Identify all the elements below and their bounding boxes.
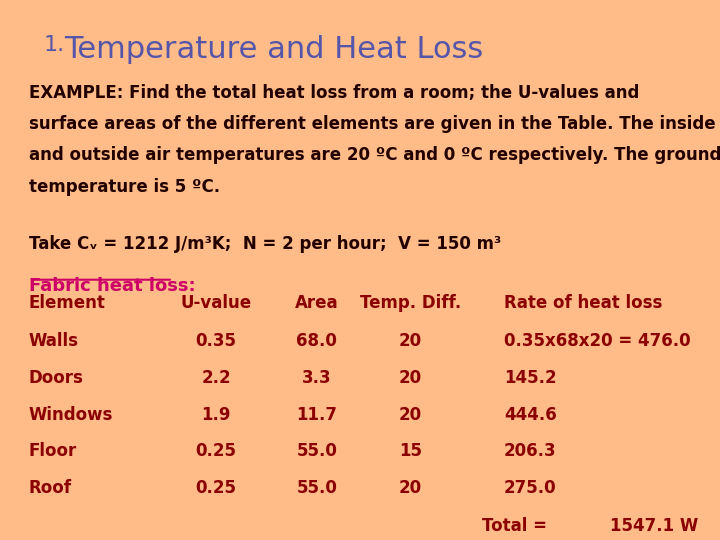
Text: U-value: U-value	[181, 294, 251, 312]
Text: Rate of heat loss: Rate of heat loss	[504, 294, 662, 312]
Text: 0.25: 0.25	[196, 442, 236, 460]
Text: 275.0: 275.0	[504, 479, 557, 497]
Text: 20: 20	[399, 479, 422, 497]
Text: 0.25: 0.25	[196, 479, 236, 497]
Text: 55.0: 55.0	[297, 479, 337, 497]
Text: 145.2: 145.2	[504, 369, 557, 387]
Text: Total =: Total =	[482, 517, 547, 535]
Text: surface areas of the different elements are given in the Table. The inside: surface areas of the different elements …	[29, 115, 716, 133]
Text: Roof: Roof	[29, 479, 72, 497]
Text: 1.: 1.	[43, 35, 64, 55]
Text: Temperature and Heat Loss: Temperature and Heat Loss	[64, 35, 483, 64]
Text: 15: 15	[399, 442, 422, 460]
Text: 55.0: 55.0	[297, 442, 337, 460]
Text: EXAMPLE: Find the total heat loss from a room; the U-values and: EXAMPLE: Find the total heat loss from a…	[29, 84, 639, 102]
Text: 3.3: 3.3	[302, 369, 332, 387]
Text: 68.0: 68.0	[297, 332, 337, 350]
Text: 11.7: 11.7	[297, 406, 337, 423]
Text: 0.35: 0.35	[196, 332, 236, 350]
Text: 20: 20	[399, 406, 422, 423]
Text: Walls: Walls	[29, 332, 78, 350]
Text: Floor: Floor	[29, 442, 77, 460]
Text: Temp. Diff.: Temp. Diff.	[360, 294, 461, 312]
Text: 20: 20	[399, 369, 422, 387]
Text: temperature is 5 ºC.: temperature is 5 ºC.	[29, 178, 220, 195]
Text: 0.35x68x20 = 476.0: 0.35x68x20 = 476.0	[504, 332, 690, 350]
Text: 2.2: 2.2	[201, 369, 231, 387]
Text: 444.6: 444.6	[504, 406, 557, 423]
Text: 206.3: 206.3	[504, 442, 557, 460]
Text: 1547.1 W: 1547.1 W	[610, 517, 698, 535]
Text: Doors: Doors	[29, 369, 84, 387]
Text: Windows: Windows	[29, 406, 113, 423]
Text: Fabric heat loss:: Fabric heat loss:	[29, 277, 195, 295]
Text: Element: Element	[29, 294, 106, 312]
Text: Area: Area	[295, 294, 338, 312]
Text: and outside air temperatures are 20 ºC and 0 ºC respectively. The ground: and outside air temperatures are 20 ºC a…	[29, 146, 720, 164]
Text: Take Cᵥ = 1212 J/m³K;  N = 2 per hour;  V = 150 m³: Take Cᵥ = 1212 J/m³K; N = 2 per hour; V …	[29, 235, 501, 253]
Text: 20: 20	[399, 332, 422, 350]
Text: 1.9: 1.9	[202, 406, 230, 423]
